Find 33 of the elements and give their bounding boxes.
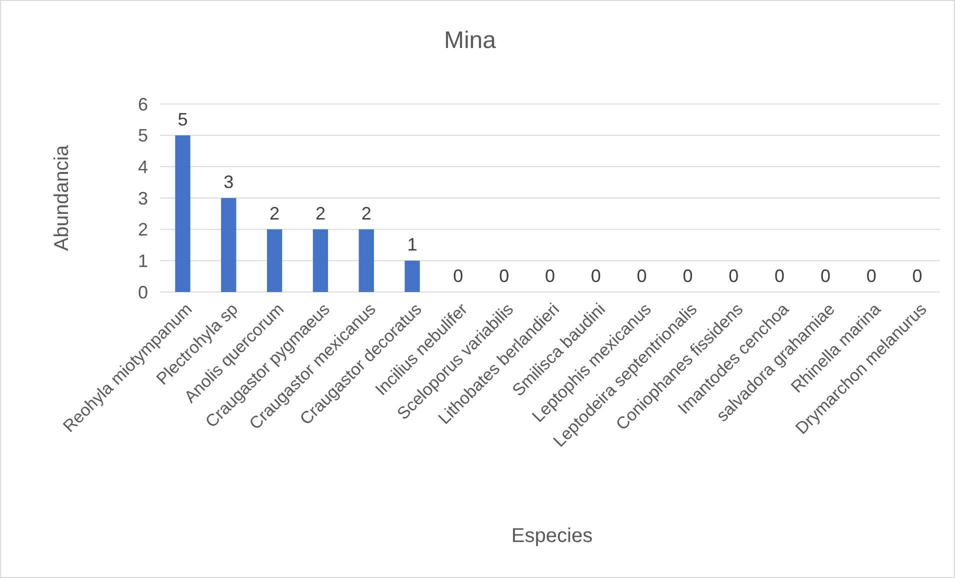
y-tick-label: 6 [138,94,148,114]
bar [312,229,328,292]
data-label: 0 [728,266,739,286]
data-label: 0 [544,266,556,286]
data-label: 0 [820,266,830,286]
bar [358,229,374,292]
data-label: 0 [499,266,510,286]
data-label: 0 [590,266,601,286]
data-label: 2 [270,203,280,224]
x-axis-title: Especies [511,525,593,547]
data-label: 0 [682,266,693,286]
data-label: 0 [912,266,922,286]
y-tick-label: 0 [138,282,148,302]
data-label: 0 [453,266,464,286]
y-tick-label: 2 [138,220,148,240]
data-label: 0 [866,266,876,286]
bar [404,260,420,292]
y-tick-label: 1 [138,250,148,271]
data-label: 5 [178,109,188,130]
y-tick-label: 3 [138,188,148,208]
data-label: 0 [636,266,647,286]
bar [266,229,282,292]
data-label: 3 [224,172,234,192]
chart-title: Mina [444,27,497,54]
y-tick-label: 4 [138,156,148,177]
data-label: 2 [315,203,326,224]
data-label: 0 [774,266,785,286]
data-label: 2 [361,203,372,224]
bar [221,198,236,292]
bar [175,135,190,292]
data-label: 1 [407,234,418,255]
y-axis-title: Abundancia [51,144,73,251]
y-tick-label: 5 [138,126,148,146]
